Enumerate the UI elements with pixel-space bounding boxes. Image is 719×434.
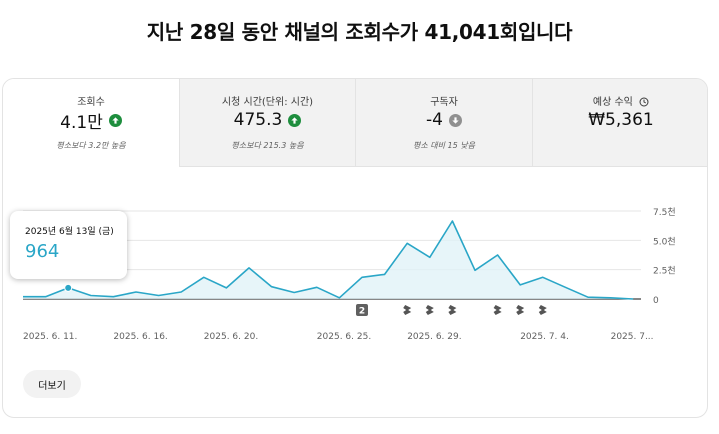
x-tick-label: 2025. 6. 20. [204,332,258,342]
tooltip-date: 2025년 6월 13일 (금) [25,227,114,237]
tab-views-value: 4.1만 [60,112,103,133]
shorts-icon [448,305,457,315]
arrow-up-icon [108,113,122,127]
chart-data-point [64,283,73,292]
views-chart-svg: 7.5천 5.0천 2.5천 0 2 2025. 6. 11. 2025. 6. 16. 20… [23,207,676,342]
tab-watch-time-value: 475.3 [233,110,283,130]
metric-tabs: 조회수 4.1만 평소보다 3.2만 높음 시청 시간(단위: 시간) 475.… [3,79,707,167]
x-tick-label: 2025. 6. 25. [317,332,371,342]
more-button[interactable]: 더보기 [23,370,81,398]
y-tick-label: 5.0천 [653,236,676,247]
tab-watch-time[interactable]: 시청 시간(단위: 시간) 475.3 평소보다 215.3 높음 [179,79,355,167]
tab-revenue-label: 예상 수익 [592,97,633,108]
shorts-icon [516,305,525,315]
shorts-icon [493,305,502,315]
tab-views[interactable]: 조회수 4.1만 평소보다 3.2만 높음 [3,79,179,167]
tab-revenue-value: ₩5,361 [588,110,654,130]
analytics-card: 조회수 4.1만 평소보다 3.2만 높음 시청 시간(단위: 시간) 475.… [2,78,708,418]
tooltip-value: 964 [25,241,60,262]
y-tick-label: 2.5천 [653,266,676,277]
video-count-badge [356,304,368,316]
shorts-icon [403,305,412,315]
chart-tooltip: 2025년 6월 13일 (금) 964 [10,211,127,279]
x-tick-label: 2025. 6. 16. [113,332,167,342]
x-tick-label: 2025. 6. 11. [23,332,77,342]
tab-subscribers-label: 구독자 [430,97,458,108]
arrow-up-icon [288,113,302,127]
x-tick-label: 2025. 6. 29. [407,332,461,342]
arrow-down-icon [448,113,462,127]
x-tick-label: 2025. 7... [611,332,654,342]
tab-watch-time-label: 시청 시간(단위: 시간) [221,97,314,108]
tab-subscribers[interactable]: 구독자 -4 평소 대비 15 낮음 [355,79,532,167]
y-tick-label: 7.5천 [653,207,676,218]
clock-icon[interactable] [639,97,649,110]
shorts-icon [425,305,434,315]
chart-area [23,221,634,299]
video-count-badge-label: 2 [359,307,365,317]
y-tick-label: 0 [653,296,659,306]
views-chart: 7.5천 5.0천 2.5천 0 2 2025. 6. 11. 2025. 6. 16. 20… [3,167,707,347]
chart-line [23,220,634,300]
x-tick-label: 2025. 7. 4. [520,332,569,342]
tab-views-label: 조회수 [77,97,105,108]
tab-views-sub: 평소보다 3.2만 높음 [56,141,126,150]
tab-subscribers-value: -4 [426,110,443,130]
tab-watch-time-sub: 평소보다 215.3 높음 [231,141,304,150]
shorts-icon [538,305,547,315]
tab-subscribers-sub: 평소 대비 15 낮음 [413,141,475,150]
page-headline: 지난 28일 동안 채널의 조회수가 41,041회입니다 [146,20,573,44]
tab-revenue[interactable]: 예상 수익 ₩5,361 [532,79,707,167]
